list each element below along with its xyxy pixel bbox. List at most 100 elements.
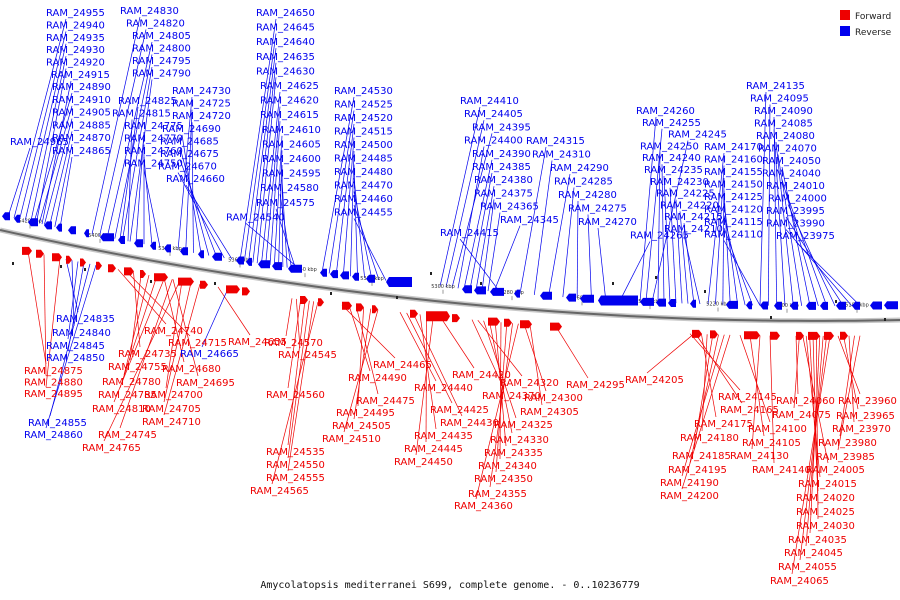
gene-label: RAM_24130 [730, 451, 789, 462]
gene-arrow [150, 241, 156, 250]
gene-arrow [200, 280, 208, 289]
leader-line [71, 260, 75, 327]
gene-label: RAM_24405 [464, 109, 523, 120]
leader-line [185, 185, 233, 260]
gene-label: RAM_24480 [334, 167, 393, 178]
gene-label: RAM_24380 [474, 175, 533, 186]
gene-label: RAM_24750 [124, 159, 183, 170]
leader-line [295, 298, 301, 349]
gene-arrow [22, 246, 32, 255]
gene-arrow [598, 295, 638, 306]
gene-arrow [840, 331, 848, 340]
gene-label: RAM_24090 [754, 106, 813, 117]
gene-label: RAM_24200 [660, 491, 719, 502]
gene-label: RAM_24890 [52, 82, 111, 93]
gene-label: RAM_24355 [468, 489, 527, 500]
gene-label: RAM_24845 [46, 341, 105, 352]
gene-label: RAM_24885 [52, 120, 111, 131]
leader-lines [7, 16, 861, 575]
gene-label: RAM_24655 [228, 337, 287, 348]
leader-line [715, 165, 725, 305]
gene-arrow [692, 329, 702, 338]
gene-label: RAM_24100 [748, 424, 807, 435]
leader-line [413, 313, 463, 417]
gene-arrow [118, 236, 125, 244]
track-mark [150, 280, 152, 283]
gene-label: RAM_24190 [660, 478, 719, 489]
leader-line [30, 56, 67, 222]
gene-label: RAM_24820 [126, 19, 185, 30]
gene-label: RAM_24730 [172, 86, 231, 97]
leader-line [839, 335, 855, 437]
gene-arrow [504, 318, 512, 327]
leader-line [675, 199, 683, 304]
gene-label: RAM_24255 [642, 118, 701, 129]
leader-line [795, 241, 861, 306]
gene-label: RAM_24290 [550, 163, 609, 174]
gene-label: RAM_24145 [718, 392, 777, 403]
leader-line [759, 91, 767, 306]
gene-label: RAM_24495 [336, 408, 395, 419]
leader-line [245, 223, 301, 270]
leader-line [487, 212, 501, 292]
leader-line [799, 335, 827, 561]
track-mark [12, 262, 14, 265]
gene-label: RAM_23960 [838, 396, 897, 407]
leader-line [439, 316, 475, 369]
leader-line [179, 147, 210, 256]
gene-label: RAM_24025 [796, 507, 855, 518]
leader-line [425, 315, 428, 443]
leader-line [129, 79, 153, 242]
leader-line [143, 169, 161, 248]
leader-line [519, 146, 547, 294]
gene-label: RAM_24625 [260, 81, 319, 92]
gene-label: RAM_24720 [172, 111, 231, 122]
leader-line [646, 333, 695, 374]
gene-arrow [690, 299, 696, 308]
leader-line [45, 264, 97, 429]
leader-line [683, 223, 695, 304]
gene-arrow [258, 260, 270, 269]
gene-label: RAM_24795 [132, 56, 191, 67]
leader-line [722, 177, 725, 305]
leader-line [59, 156, 73, 228]
gene-label: RAM_24790 [132, 69, 191, 80]
gene-label: RAM_24365 [480, 202, 539, 213]
gene-arrow [226, 285, 240, 294]
leader-line [785, 216, 844, 307]
leader-line [271, 301, 319, 485]
gene-label: RAM_24965 [10, 137, 69, 148]
gene-label: RAM_24030 [796, 521, 855, 532]
gene-label: RAM_24600 [262, 154, 321, 165]
gene-label: RAM_24550 [266, 460, 325, 471]
gene-label: RAM_24580 [260, 183, 319, 194]
gene-arrow [656, 298, 666, 307]
leader-line [681, 334, 731, 490]
gene-label: RAM_24935 [46, 33, 105, 44]
gene-arrow [342, 301, 352, 310]
leader-line [265, 106, 281, 265]
gene-label: RAM_24485 [334, 154, 393, 165]
gene-arrow [790, 301, 798, 310]
leader-line [335, 123, 355, 275]
gene-arrow [836, 301, 846, 310]
gene-label: RAM_23975 [776, 231, 835, 242]
gene-arrow [300, 296, 308, 304]
legend: Forward Reverse [840, 10, 892, 38]
gene-label: RAM_24540 [226, 212, 285, 223]
leader-line [38, 105, 73, 224]
leader-line [483, 320, 517, 419]
gene-label: RAM_24235 [644, 165, 703, 176]
gene-label: RAM_24920 [46, 58, 105, 69]
gene-label: RAM_24075 [772, 410, 831, 421]
leader-line [44, 118, 73, 225]
leader-line [353, 308, 372, 420]
leader-line [723, 215, 746, 306]
gene-label: RAM_24000 [768, 194, 827, 205]
gene-label: RAM_24060 [776, 396, 835, 407]
gene-label: RAM_24165 [720, 405, 779, 416]
leader-line [127, 119, 133, 242]
gene-label: RAM_24780 [102, 377, 161, 388]
